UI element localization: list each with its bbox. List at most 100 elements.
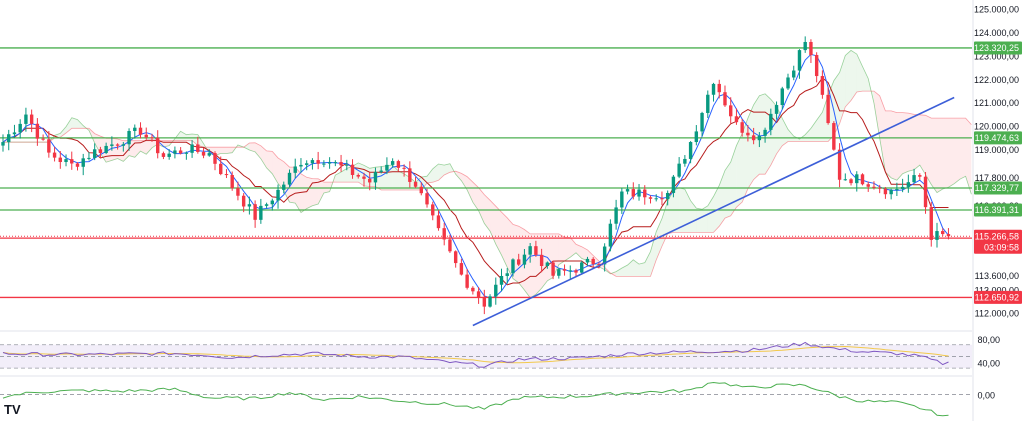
candle[interactable] — [431, 204, 435, 216]
candle[interactable] — [522, 254, 527, 265]
candle[interactable] — [803, 41, 807, 51]
candle[interactable] — [110, 144, 114, 146]
candle[interactable] — [333, 162, 338, 164]
candle[interactable] — [625, 189, 630, 192]
candle[interactable] — [665, 192, 670, 199]
candle[interactable] — [895, 188, 899, 190]
candle[interactable] — [224, 174, 229, 176]
candle[interactable] — [87, 157, 91, 159]
candle[interactable] — [448, 239, 452, 252]
candle[interactable] — [127, 130, 131, 145]
candle[interactable] — [201, 151, 206, 156]
candle[interactable] — [551, 262, 555, 276]
candle[interactable] — [247, 204, 252, 207]
candle[interactable] — [368, 178, 372, 183]
candle[interactable] — [81, 158, 85, 167]
candle[interactable] — [757, 135, 762, 141]
candle[interactable] — [505, 273, 509, 276]
candle[interactable] — [453, 251, 458, 264]
candle[interactable] — [41, 138, 45, 140]
rsi-line[interactable] — [2, 341, 949, 368]
candle[interactable] — [276, 189, 280, 201]
candle[interactable] — [64, 159, 68, 163]
candlestick-series[interactable] — [1, 36, 951, 315]
candle[interactable] — [144, 134, 148, 138]
candle[interactable] — [356, 174, 360, 177]
candle[interactable] — [236, 188, 240, 196]
candle[interactable] — [855, 174, 859, 184]
candle[interactable] — [471, 287, 475, 292]
candle[interactable] — [637, 189, 641, 197]
candle[interactable] — [746, 132, 750, 136]
candle[interactable] — [814, 54, 819, 77]
candle[interactable] — [385, 164, 389, 171]
candle[interactable] — [580, 262, 584, 273]
candle[interactable] — [230, 175, 234, 189]
support-resistance-levels[interactable] — [0, 47, 972, 299]
candle[interactable] — [259, 205, 263, 220]
candle[interactable] — [241, 195, 246, 207]
candle[interactable] — [820, 76, 825, 95]
candle[interactable] — [597, 263, 601, 265]
candle[interactable] — [941, 231, 945, 235]
candle[interactable] — [906, 182, 911, 187]
candle[interactable] — [780, 88, 784, 106]
candle[interactable] — [29, 114, 34, 124]
candle[interactable] — [660, 198, 664, 200]
candle[interactable] — [253, 204, 257, 220]
candle[interactable] — [167, 153, 171, 157]
candle[interactable] — [574, 270, 578, 273]
candle[interactable] — [797, 50, 802, 71]
candle[interactable] — [339, 162, 343, 166]
candle[interactable] — [442, 228, 446, 240]
candle[interactable] — [287, 172, 292, 185]
candle[interactable] — [608, 223, 613, 247]
candle[interactable] — [769, 113, 773, 130]
candle[interactable] — [178, 150, 183, 154]
candle[interactable] — [316, 160, 320, 164]
candle[interactable] — [946, 234, 951, 237]
candle[interactable] — [643, 189, 647, 198]
candle[interactable] — [557, 269, 561, 276]
candle[interactable] — [115, 144, 120, 146]
candle[interactable] — [322, 163, 326, 165]
candle[interactable] — [517, 259, 521, 265]
candle[interactable] — [150, 137, 154, 139]
candle[interactable] — [528, 246, 532, 255]
candle[interactable] — [196, 144, 200, 152]
candle[interactable] — [694, 131, 699, 143]
candle[interactable] — [849, 179, 853, 184]
candle[interactable] — [585, 258, 590, 263]
candle[interactable] — [935, 231, 939, 240]
candle[interactable] — [161, 153, 166, 157]
candle[interactable] — [614, 207, 618, 224]
candle[interactable] — [843, 179, 848, 181]
candle[interactable] — [677, 163, 681, 177]
candle[interactable] — [683, 158, 687, 164]
candle[interactable] — [511, 259, 515, 274]
candle[interactable] — [889, 189, 893, 195]
candle[interactable] — [711, 83, 716, 95]
candle[interactable] — [373, 171, 378, 183]
candle[interactable] — [918, 175, 922, 177]
candle[interactable] — [900, 186, 905, 189]
candle[interactable] — [688, 142, 693, 159]
candle[interactable] — [345, 164, 349, 166]
candle[interactable] — [459, 263, 464, 275]
candle[interactable] — [654, 198, 658, 200]
candle[interactable] — [792, 70, 796, 78]
candle[interactable] — [104, 145, 108, 153]
candle[interactable] — [350, 164, 355, 175]
candle[interactable] — [173, 150, 177, 154]
candle[interactable] — [568, 270, 572, 272]
candle[interactable] — [47, 139, 51, 153]
candle[interactable] — [476, 291, 481, 298]
candle[interactable] — [734, 116, 739, 123]
candle[interactable] — [207, 153, 211, 156]
candle[interactable] — [706, 94, 710, 113]
candle[interactable] — [860, 174, 865, 185]
candle[interactable] — [327, 162, 332, 164]
candle[interactable] — [12, 132, 17, 135]
candle[interactable] — [408, 168, 412, 182]
candle[interactable] — [923, 176, 928, 208]
